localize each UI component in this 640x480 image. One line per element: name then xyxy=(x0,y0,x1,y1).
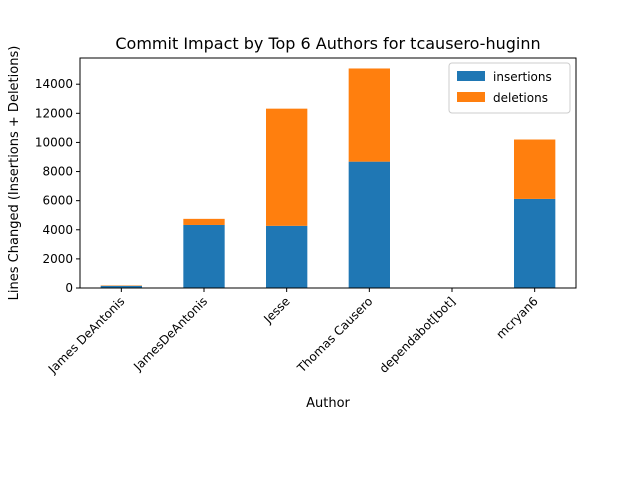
bar-insertions-0 xyxy=(100,285,142,288)
legend-swatch-insertions xyxy=(457,71,485,81)
y-axis: 0 2000 4000 6000 8000 10000 12000 14000 xyxy=(35,77,80,295)
y-tick-label-0: 0 xyxy=(65,281,73,295)
bar-insertions-3 xyxy=(348,161,390,288)
bar-deletions-1 xyxy=(183,218,225,225)
legend: insertions deletions xyxy=(448,62,571,114)
bar-deletions-3 xyxy=(348,68,390,162)
chart-title: Commit Impact by Top 6 Authors for tcaus… xyxy=(115,34,540,53)
bars-layer xyxy=(100,68,556,288)
legend-label-insertions: insertions xyxy=(493,70,552,84)
y-tick-label-3: 6000 xyxy=(42,194,73,208)
y-tick-label-2: 4000 xyxy=(42,223,73,237)
y-tick-label-5: 10000 xyxy=(35,135,73,149)
bar-insertions-2 xyxy=(266,225,308,288)
legend-label-deletions: deletions xyxy=(493,91,548,105)
bar-deletions-5 xyxy=(514,139,556,199)
bar-insertions-1 xyxy=(183,224,225,288)
y-tick-label-4: 8000 xyxy=(42,165,73,179)
legend-swatch-deletions xyxy=(457,92,485,102)
bar-insertions-5 xyxy=(514,198,556,288)
plot-frame xyxy=(79,57,577,289)
y-tick-label-7: 14000 xyxy=(35,77,73,91)
y-tick-label-1: 2000 xyxy=(42,252,73,266)
x-axis-label: Author xyxy=(306,396,350,411)
y-tick-label-6: 12000 xyxy=(35,106,73,120)
y-axis-label: Lines Changed (Insertions + Deletions) xyxy=(7,46,22,301)
bar-deletions-2 xyxy=(266,108,308,226)
